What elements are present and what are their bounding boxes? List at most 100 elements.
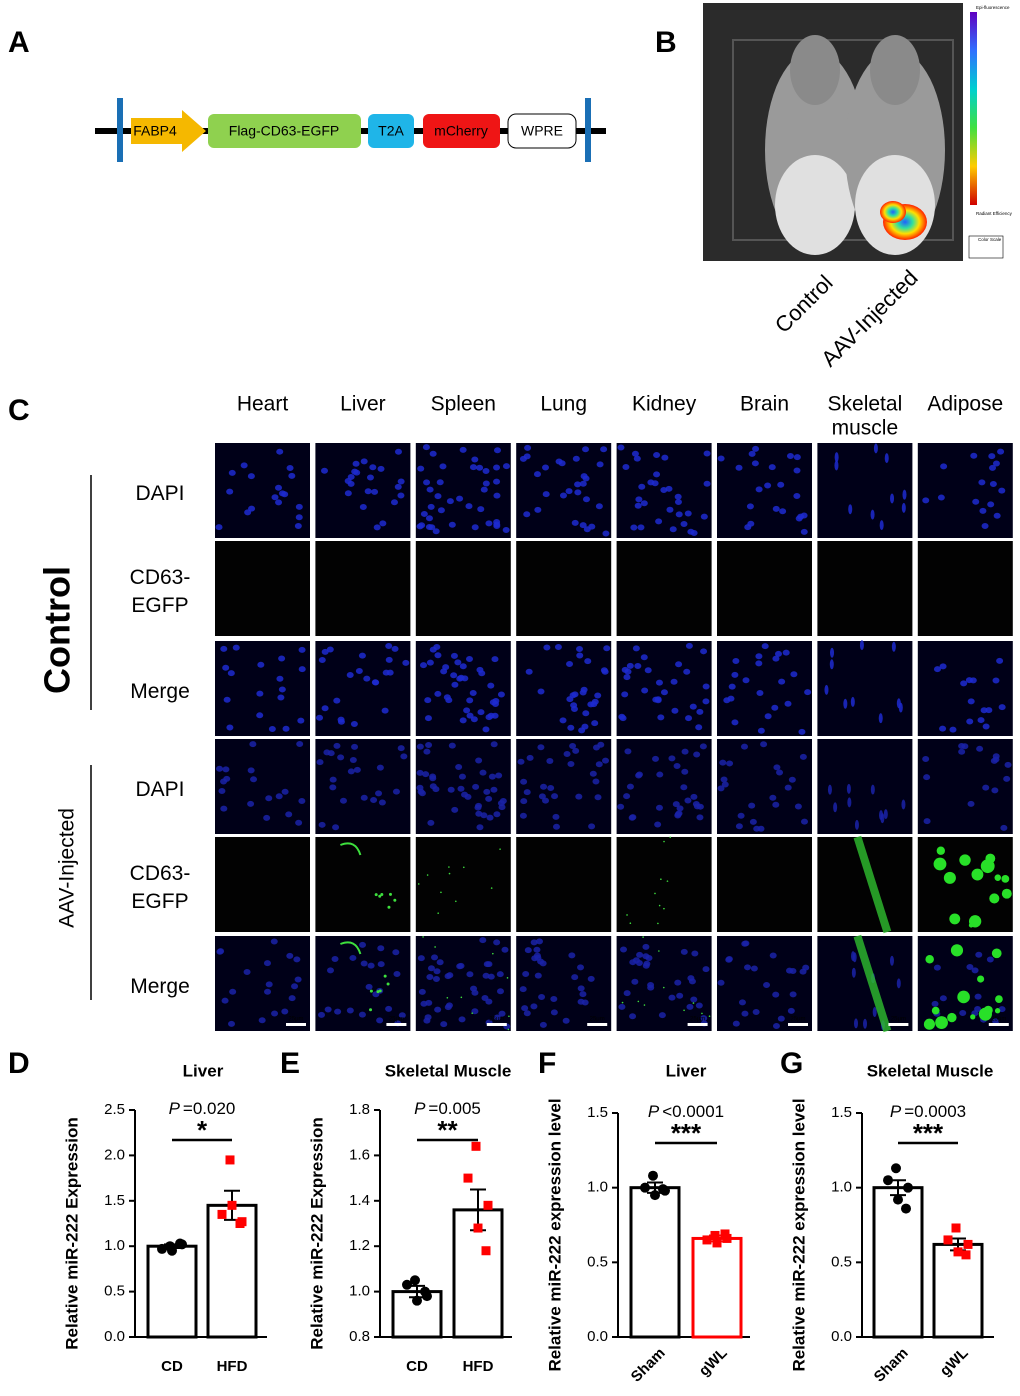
nucleus [661,454,669,461]
nucleus [248,505,256,512]
nucleus [562,1017,570,1024]
scale-label: 25μm [891,1017,906,1023]
nucleus [574,489,582,496]
p-text: <0.0001 [662,1102,724,1121]
data-point [901,1203,911,1214]
scale-label: 25μm [389,1017,404,1023]
green-dot [490,887,493,889]
nucleus [326,967,334,974]
nucleus [398,1012,406,1019]
nucleus [423,1017,431,1024]
nucleus [519,986,527,993]
green-blob [933,857,947,871]
nucleus [741,1010,749,1017]
nucleus [425,999,433,1006]
nucleus [551,793,559,800]
nucleus [772,1022,780,1029]
nucleus [773,764,781,771]
nucleus [632,645,640,652]
nucleus [793,467,801,474]
green-dot [492,952,494,955]
nucleus [297,717,305,724]
nucleus [970,452,978,459]
nucleus [546,757,554,764]
scale-text: Color Scale [978,237,1002,242]
nucleus [329,776,337,783]
nucleus [391,645,399,652]
nucleus [655,679,663,686]
nucleus [469,689,477,696]
nucleus [418,988,426,995]
y-tick-label: 1.0 [349,1283,370,1300]
data-point [157,1243,167,1254]
nucleus [416,769,424,776]
label: DAPI [135,778,184,801]
micrograph [315,641,411,736]
y-tick-label: 0.5 [587,1253,608,1270]
nucleus [687,975,695,982]
green-blob [1001,874,1010,883]
micrograph-bg [717,541,812,636]
green-blob [923,1018,935,1030]
nucleus [576,652,584,659]
nucleus [617,803,625,810]
bar [691,1236,743,1339]
nucleus [977,717,985,724]
nucleus [326,646,334,653]
nucleus [271,494,279,501]
y-tick-label: 0.0 [831,1328,852,1345]
y-axis-label: Relative miR-222 expression level [545,1098,564,1371]
data-point [883,1175,893,1186]
nucleus [776,769,784,776]
nucleus [427,819,435,826]
micrograph [516,837,612,932]
micrograph-bg [616,641,712,736]
nucleus [432,786,440,793]
nucleus [635,959,643,966]
panel-letter: F [538,1047,556,1080]
nucleus [744,964,752,971]
nucleus [524,444,532,451]
data-point [963,1239,973,1249]
nucleus [902,489,907,500]
nucleus [466,971,474,978]
green-dot [658,950,660,952]
nucleus [427,503,435,510]
nucleus [601,668,609,675]
nucleus [675,661,683,668]
data-point [640,1182,650,1193]
micrograph-bg [215,541,310,636]
micrograph-bg [215,641,310,736]
x-tick-label: CD [161,1358,183,1375]
nucleus [369,464,377,471]
nucleus [746,503,754,510]
green-dot [387,905,391,909]
y-tick-label: 1.0 [104,1237,125,1254]
nucleus [471,524,479,531]
green-dot [446,996,449,999]
y-tick-label: 1.6 [349,1146,370,1163]
nucleus [631,978,639,985]
nucleus [603,645,611,652]
nucleus [294,976,302,983]
green-dot [471,1012,474,1014]
micrograph-bg [516,443,612,538]
p-symbol: P [169,1099,181,1118]
nucleus [675,511,683,518]
nucleus [674,499,682,506]
micrograph [917,837,1013,932]
green-dot [448,872,451,875]
nucleus [298,798,306,805]
nucleus [989,480,997,487]
nucleus [579,480,587,487]
x-tick-label: Sham [628,1345,669,1386]
green-blob [943,871,956,884]
nucleus [695,724,703,731]
nucleus [487,682,495,689]
nucleus [979,507,987,514]
micrograph [917,641,1013,736]
nucleus [680,948,688,955]
nucleus [321,705,329,712]
nucleus [579,522,587,529]
nucleus [584,658,592,665]
